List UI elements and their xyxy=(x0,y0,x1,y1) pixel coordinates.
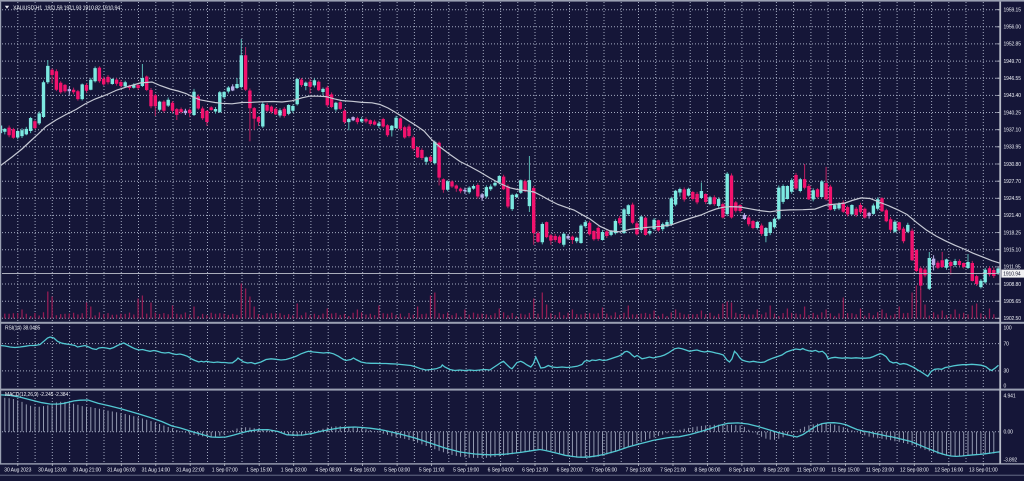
svg-text:70: 70 xyxy=(1004,341,1010,347)
svg-text:31 Aug 22:00: 31 Aug 22:00 xyxy=(176,468,205,474)
svg-text:RSI(14) 38.0485: RSI(14) 38.0485 xyxy=(5,325,41,331)
svg-text:1933.95: 1933.95 xyxy=(1004,145,1022,151)
svg-text:1952.85: 1952.85 xyxy=(1004,42,1022,48)
svg-text:4 Sep 16:00: 4 Sep 16:00 xyxy=(350,468,376,474)
svg-text:1915.10: 1915.10 xyxy=(1004,248,1022,254)
svg-text:30 Aug 13:00: 30 Aug 13:00 xyxy=(38,468,67,474)
svg-text:4.941: 4.941 xyxy=(1004,393,1016,399)
svg-text:1 Sep 23:00: 1 Sep 23:00 xyxy=(281,468,307,474)
svg-text:31 Aug 14:00: 31 Aug 14:00 xyxy=(142,468,171,474)
svg-text:5 Sep 03:00: 5 Sep 03:00 xyxy=(384,468,410,474)
svg-text:1911.95: 1911.95 xyxy=(1004,265,1021,271)
svg-text:1918.25: 1918.25 xyxy=(1004,230,1022,236)
svg-text:100: 100 xyxy=(1004,326,1012,332)
svg-text:30 Aug 21:00: 30 Aug 21:00 xyxy=(73,468,102,474)
svg-text:12 Sep 08:00: 12 Sep 08:00 xyxy=(900,468,929,474)
svg-text:1937.10: 1937.10 xyxy=(1004,128,1022,134)
svg-text:1927.70: 1927.70 xyxy=(1004,179,1022,185)
svg-text:31 Aug 06:00: 31 Aug 06:00 xyxy=(107,468,136,474)
svg-text:7 Sep 21:00: 7 Sep 21:00 xyxy=(660,468,686,474)
svg-text:12 Sep 16:00: 12 Sep 16:00 xyxy=(935,468,964,474)
svg-text:1908.80: 1908.80 xyxy=(1004,282,1022,288)
svg-text:8 Sep 06:00: 8 Sep 06:00 xyxy=(694,468,720,474)
svg-text:13 Sep 01:00: 13 Sep 01:00 xyxy=(969,468,998,474)
svg-text:0: 0 xyxy=(1004,383,1007,389)
svg-text:6 Sep 04:00: 6 Sep 04:00 xyxy=(488,468,514,474)
svg-text:6 Sep 20:00: 6 Sep 20:00 xyxy=(557,468,583,474)
svg-text:11 Sep 07:00: 11 Sep 07:00 xyxy=(797,468,825,474)
svg-text:11 Sep 15:00: 11 Sep 15:00 xyxy=(831,468,859,474)
svg-text:8 Sep 14:00: 8 Sep 14:00 xyxy=(729,468,755,474)
svg-text:11 Sep 23:00: 11 Sep 23:00 xyxy=(866,468,894,474)
svg-text:8 Sep 22:00: 8 Sep 22:00 xyxy=(763,468,789,474)
svg-text:MACD(12,26,9) -2.245 -2.384: MACD(12,26,9) -2.245 -2.384 xyxy=(5,392,68,398)
svg-text:1921.40: 1921.40 xyxy=(1004,213,1022,219)
svg-text:6 Sep 12:00: 6 Sep 12:00 xyxy=(522,468,548,474)
svg-text:1930.80: 1930.80 xyxy=(1004,162,1022,168)
svg-text:1956.00: 1956.00 xyxy=(1004,25,1022,31)
svg-text:1949.70: 1949.70 xyxy=(1004,59,1022,65)
svg-text:1924.55: 1924.55 xyxy=(1004,196,1022,202)
svg-text:1940.25: 1940.25 xyxy=(1004,110,1022,116)
svg-text:1943.40: 1943.40 xyxy=(1004,93,1022,99)
svg-text:4 Sep 08:00: 4 Sep 08:00 xyxy=(315,468,341,474)
svg-text:1910.94: 1910.94 xyxy=(1003,272,1021,278)
svg-text:-3.892: -3.892 xyxy=(1004,457,1018,463)
svg-text:1 Sep 15:00: 1 Sep 15:00 xyxy=(246,468,272,474)
svg-text:1959.15: 1959.15 xyxy=(1004,8,1022,14)
svg-text:XAUUSD,H1 1911.59 1911.93 191: XAUUSD,H1 1911.59 1911.93 1910.82 1910.9… xyxy=(13,5,120,11)
svg-text:30: 30 xyxy=(1004,369,1010,375)
svg-text:0.00: 0.00 xyxy=(1004,430,1014,436)
svg-text:1902.50: 1902.50 xyxy=(1004,316,1022,322)
svg-text:5 Sep 19:00: 5 Sep 19:00 xyxy=(453,468,479,474)
svg-text:5 Sep 11:00: 5 Sep 11:00 xyxy=(419,468,445,474)
svg-text:7 Sep 05:00: 7 Sep 05:00 xyxy=(591,468,617,474)
svg-text:30 Aug 2023: 30 Aug 2023 xyxy=(4,468,31,474)
svg-text:7 Sep 13:00: 7 Sep 13:00 xyxy=(626,468,652,474)
svg-text:1905.65: 1905.65 xyxy=(1004,299,1022,305)
svg-text:1946.55: 1946.55 xyxy=(1004,76,1022,82)
svg-text:1 Sep 07:00: 1 Sep 07:00 xyxy=(212,468,238,474)
